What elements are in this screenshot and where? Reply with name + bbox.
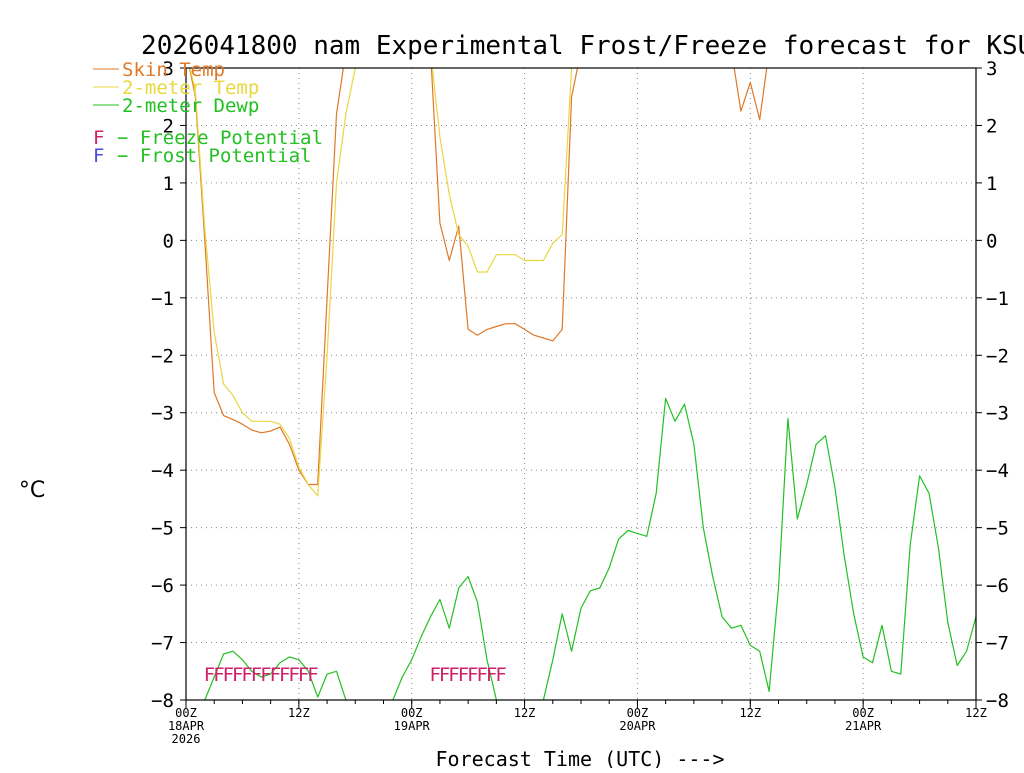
chart-title: 2026041800 nam Experimental Frost/Freeze… xyxy=(141,31,1024,61)
y-axis-right: 3 2 1 0 −1 −2 −3 −4 −5 −6 −7 −8 xyxy=(976,58,1009,712)
x-tick-label: 12Z xyxy=(514,706,536,720)
freeze-mark: F xyxy=(477,664,488,686)
series-line-2-meter-dewp xyxy=(542,397,976,700)
legend-frost-symbol: F xyxy=(93,145,104,167)
x-tick-year: 2026 xyxy=(172,732,201,746)
y-tick-label-left: −3 xyxy=(151,403,174,425)
legend-skin-label: Skin Temp xyxy=(122,59,225,81)
freeze-mark: F xyxy=(495,664,506,686)
y-tick-label-left: −4 xyxy=(151,460,174,482)
y-axis-left: 3 2 1 0 −1 −2 −3 −4 −5 −6 −7 −8 xyxy=(151,58,186,712)
freeze-mark: F xyxy=(270,664,281,686)
x-tick-label: 12Z xyxy=(288,706,310,720)
x-tick-date: 19APR xyxy=(394,719,431,733)
freeze-mark: F xyxy=(232,664,243,686)
y-tick-label-left: −8 xyxy=(151,690,174,712)
freeze-mark: F xyxy=(448,664,459,686)
freeze-mark: F xyxy=(307,664,318,686)
y-tick-label-right: 0 xyxy=(986,230,997,252)
y-tick-label-right: 1 xyxy=(986,173,997,195)
y-tick-label-left: 0 xyxy=(163,230,174,252)
series-line-2-meter-dewp xyxy=(204,650,347,700)
freeze-mark: F xyxy=(486,664,497,686)
y-tick-label-left: −5 xyxy=(151,518,174,540)
freeze-mark: F xyxy=(251,664,262,686)
series-line-skin-temp xyxy=(188,68,344,486)
legend-freeze-symbol: F xyxy=(93,127,104,149)
legend-freeze-label: − Freeze Potential xyxy=(117,127,323,149)
y-tick-label-right: 3 xyxy=(986,58,997,80)
x-axis-label: Forecast Time (UTC) ---> xyxy=(436,747,725,768)
y-tick-label-left: 3 xyxy=(163,58,174,80)
grid xyxy=(186,68,976,700)
legend-dewp-label: 2-meter Dewp xyxy=(122,95,259,117)
series-line-2-meter-dewp xyxy=(392,575,497,700)
y-tick-label-right: −1 xyxy=(986,288,1009,310)
x-tick-label: 00Z xyxy=(852,706,874,720)
x-tick-date: 21APR xyxy=(845,719,882,733)
y-tick-label-left: 1 xyxy=(163,173,174,195)
x-tick-label: 12Z xyxy=(965,706,987,720)
y-tick-label-right: −3 xyxy=(986,403,1009,425)
series-line-skin-temp xyxy=(733,68,768,121)
freeze-mark: F xyxy=(223,664,234,686)
y-tick-label-right: −4 xyxy=(986,460,1009,482)
y-tick-label-right: −7 xyxy=(986,633,1009,655)
legend-t2m-label: 2-meter Temp xyxy=(122,77,259,99)
freeze-mark: F xyxy=(260,664,271,686)
y-tick-label-right: −2 xyxy=(986,345,1009,367)
y-tick-label-left: −1 xyxy=(151,288,174,310)
series-line-2-meter-temp xyxy=(189,68,356,497)
freeze-mark: F xyxy=(429,664,440,686)
series-lines xyxy=(188,68,976,700)
x-tick-date: 20APR xyxy=(619,719,656,733)
freeze-mark: F xyxy=(241,664,252,686)
x-tick-label: 00Z xyxy=(175,706,197,720)
series-line-skin-temp xyxy=(430,68,579,342)
freeze-mark: F xyxy=(467,664,478,686)
y-tick-label-right: −6 xyxy=(986,575,1009,597)
legend: Skin Temp 2-meter Temp 2-meter Dewp F − … xyxy=(93,59,323,167)
y-tick-label-left: −2 xyxy=(151,345,174,367)
y-tick-label-left: −6 xyxy=(151,575,174,597)
y-axis-label: °C xyxy=(19,478,45,503)
freeze-mark: F xyxy=(213,664,224,686)
x-tick-label: 12Z xyxy=(739,706,761,720)
y-tick-label-right: 2 xyxy=(986,115,997,137)
x-tick-label: 00Z xyxy=(401,706,423,720)
x-tick-label: 00Z xyxy=(627,706,649,720)
x-tick-date: 18APR xyxy=(168,719,205,733)
legend-frost-label: − Frost Potential xyxy=(117,145,311,167)
y-tick-label-right: −8 xyxy=(986,690,1009,712)
freeze-mark: F xyxy=(298,664,309,686)
freeze-mark: F xyxy=(439,664,450,686)
freeze-mark: F xyxy=(204,664,215,686)
y-tick-label-left: 2 xyxy=(163,115,174,137)
series-line-2-meter-temp xyxy=(431,68,573,273)
freeze-mark: F xyxy=(458,664,469,686)
y-tick-label-right: −5 xyxy=(986,518,1009,540)
freeze-mark: F xyxy=(288,664,299,686)
y-tick-label-left: −7 xyxy=(151,633,174,655)
freeze-mark: F xyxy=(279,664,290,686)
